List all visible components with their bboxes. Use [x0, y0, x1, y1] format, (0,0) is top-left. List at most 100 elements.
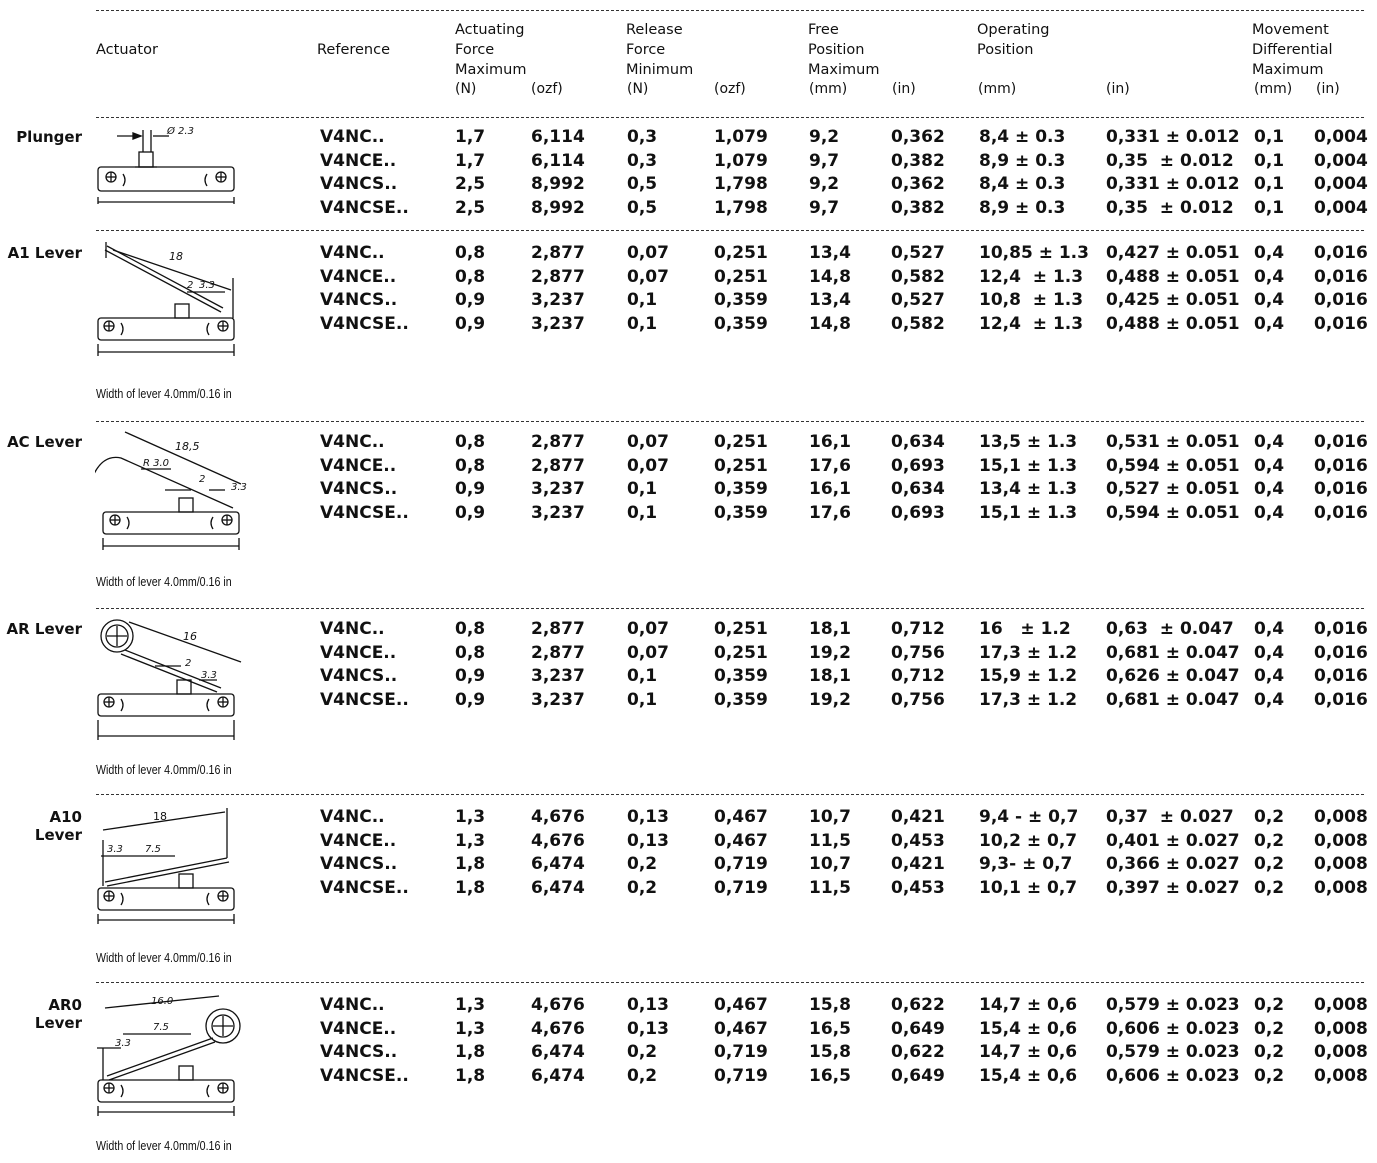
- cell-actuating-force-ozf: 4,676: [531, 807, 585, 827]
- cell-movement-differential-mm: 0,4: [1254, 502, 1285, 523]
- table-row: V4NCE.. 1,3 4,676 0,13 0,467 11,5 0,453 10,2 ± …: [0, 831, 1377, 855]
- cell-free-position-mm: 16,5: [809, 1065, 851, 1086]
- cell-release-force-ozf: 0,251: [714, 619, 768, 639]
- cell-release-force-n: 0,2: [627, 1065, 658, 1086]
- dimension-label: 7.5: [145, 844, 161, 855]
- dimension-label: 2: [187, 280, 193, 291]
- table-row: V4NCS.. 0,9 3,237 0,1 0,359 16,1 0,634 13,4 ± 1…: [0, 479, 1377, 503]
- cell-free-position-mm: 11,5: [809, 830, 851, 851]
- table-row: V4NC.. 0,8 2,877 0,07 0,251 18,1 0,712 16 ± 1.2…: [0, 619, 1377, 643]
- cell-reference: V4NC..: [320, 243, 385, 263]
- cell-release-force-n: 0,07: [627, 642, 669, 663]
- cell-free-position-mm: 17,6: [809, 455, 851, 476]
- table-row: V4NCSE.. 1,8 6,474 0,2 0,719 11,5 0,453 10,1 ± …: [0, 878, 1377, 902]
- cell-free-position-mm: 18,1: [809, 666, 851, 686]
- unit-fp-mm: (mm): [809, 81, 848, 97]
- header-actuator: Actuator: [96, 42, 158, 58]
- group-divider: [96, 230, 1364, 231]
- cell-free-position-mm: 9,2: [809, 127, 840, 147]
- cell-actuating-force-n: 0,9: [455, 666, 486, 686]
- cell-movement-differential-in: 0,016: [1314, 313, 1368, 334]
- cell-actuating-force-ozf: 6,474: [531, 1042, 585, 1062]
- cell-release-force-ozf: 1,079: [714, 150, 768, 171]
- cell-movement-differential-in: 0,008: [1314, 1018, 1368, 1039]
- cell-free-position-in: 0,453: [891, 877, 945, 898]
- cell-movement-differential-in: 0,004: [1314, 127, 1368, 147]
- cell-operating-position-mm: 8,9 ± 0.3: [979, 150, 1066, 171]
- cell-operating-position-mm: 14,7 ± 0,6: [979, 1042, 1078, 1062]
- cell-release-force-n: 0,1: [627, 689, 658, 710]
- dimension-label: 16: [183, 630, 197, 643]
- cell-movement-differential-mm: 0,1: [1254, 127, 1285, 147]
- cell-free-position-in: 0,622: [891, 995, 945, 1015]
- cell-actuating-force-ozf: 4,676: [531, 995, 585, 1015]
- group-divider: [96, 982, 1364, 983]
- cell-actuating-force-ozf: 2,877: [531, 432, 585, 452]
- cell-operating-position-in: 0,531 ± 0.051: [1106, 432, 1240, 452]
- cell-release-force-ozf: 0,719: [714, 877, 768, 898]
- unit-fp-in: (in): [892, 81, 916, 97]
- dimension-label: 2: [199, 474, 205, 485]
- table-row: V4NC.. 0,8 2,877 0,07 0,251 16,1 0,634 13,5 ± 1…: [0, 432, 1377, 456]
- cell-movement-differential-in: 0,016: [1314, 432, 1368, 452]
- cell-release-force-n: 0,13: [627, 830, 669, 851]
- ar-lever-drawing: 16 2 3.3: [95, 614, 245, 744]
- cell-movement-differential-mm: 0,2: [1254, 995, 1285, 1015]
- cell-reference: V4NCE..: [320, 1018, 397, 1039]
- cell-operating-position-in: 0,579 ± 0.023: [1106, 995, 1240, 1015]
- cell-operating-position-in: 0,425 ± 0.051: [1106, 290, 1240, 310]
- cell-free-position-in: 0,756: [891, 689, 945, 710]
- table-row: V4NCSE.. 0,9 3,237 0,1 0,359 17,6 0,693 15,1 ± …: [0, 503, 1377, 527]
- dimension-label: 3.3: [199, 280, 215, 291]
- cell-release-force-ozf: 0,251: [714, 455, 768, 476]
- cell-movement-differential-in: 0,016: [1314, 479, 1368, 499]
- ar0-lever-drawing: 16.0 7.5 3.3: [95, 988, 250, 1118]
- cell-movement-differential-in: 0,016: [1314, 266, 1368, 287]
- cell-actuating-force-n: 1,8: [455, 854, 486, 874]
- actuator-label-a10-lever: A10 Lever: [34, 808, 82, 844]
- cell-operating-position-mm: 14,7 ± 0,6: [979, 995, 1078, 1015]
- cell-reference: V4NCS..: [320, 174, 398, 194]
- table-row: V4NCE.. 0,8 2,877 0,07 0,251 14,8 0,582 12,4 ± …: [0, 267, 1377, 291]
- plunger-drawing: Ø 2.3: [95, 122, 245, 207]
- dimension-label: 18: [153, 810, 167, 823]
- cell-operating-position-mm: 10,85 ± 1.3: [979, 243, 1089, 263]
- cell-release-force-n: 0,13: [627, 995, 669, 1015]
- table-row: V4NCS.. 0,9 3,237 0,1 0,359 13,4 0,527 10,8 ± 1…: [0, 290, 1377, 314]
- lever-width-note: Width of lever 4.0mm/0.16 in: [96, 950, 232, 965]
- table-row: V4NCE.. 1,3 4,676 0,13 0,467 16,5 0,649 15,4 ± …: [0, 1019, 1377, 1043]
- cell-free-position-in: 0,362: [891, 127, 945, 147]
- cell-free-position-mm: 19,2: [809, 689, 851, 710]
- cell-free-position-in: 0,693: [891, 502, 945, 523]
- cell-free-position-mm: 16,1: [809, 479, 851, 499]
- cell-free-position-mm: 13,4: [809, 243, 851, 263]
- cell-free-position-mm: 14,8: [809, 266, 851, 287]
- cell-operating-position-mm: 15,4 ± 0,6: [979, 1018, 1078, 1039]
- cell-operating-position-mm: 12,4 ± 1.3: [979, 313, 1084, 334]
- cell-release-force-n: 0,07: [627, 243, 669, 263]
- cell-reference: V4NCS..: [320, 1042, 398, 1062]
- actuator-label-ac-lever: AC Lever: [7, 433, 82, 451]
- cell-free-position-mm: 15,8: [809, 1042, 851, 1062]
- group-divider: [96, 421, 1364, 422]
- header-operating-position: Operating Position: [977, 22, 1050, 58]
- header-movement-differential: Movement Differential Maximum: [1252, 22, 1333, 78]
- cell-reference: V4NCE..: [320, 642, 397, 663]
- cell-free-position-mm: 14,8: [809, 313, 851, 334]
- cell-actuating-force-n: 1,7: [455, 127, 486, 147]
- cell-movement-differential-mm: 0,2: [1254, 877, 1285, 898]
- cell-free-position-mm: 16,5: [809, 1018, 851, 1039]
- unit-af-ozf: (ozf): [531, 81, 563, 97]
- dimension-label: 18: [169, 250, 183, 263]
- cell-free-position-mm: 16,1: [809, 432, 851, 452]
- cell-movement-differential-in: 0,008: [1314, 807, 1368, 827]
- cell-movement-differential-in: 0,008: [1314, 995, 1368, 1015]
- cell-actuating-force-n: 1,7: [455, 150, 486, 171]
- lever-width-note: Width of lever 4.0mm/0.16 in: [96, 386, 232, 401]
- cell-free-position-mm: 11,5: [809, 877, 851, 898]
- cell-movement-differential-mm: 0,4: [1254, 666, 1285, 686]
- cell-free-position-in: 0,712: [891, 666, 945, 686]
- cell-movement-differential-in: 0,016: [1314, 290, 1368, 310]
- table-row: V4NC.. 0,8 2,877 0,07 0,251 13,4 0,527 10,85 ± …: [0, 243, 1377, 267]
- cell-actuating-force-n: 0,8: [455, 455, 486, 476]
